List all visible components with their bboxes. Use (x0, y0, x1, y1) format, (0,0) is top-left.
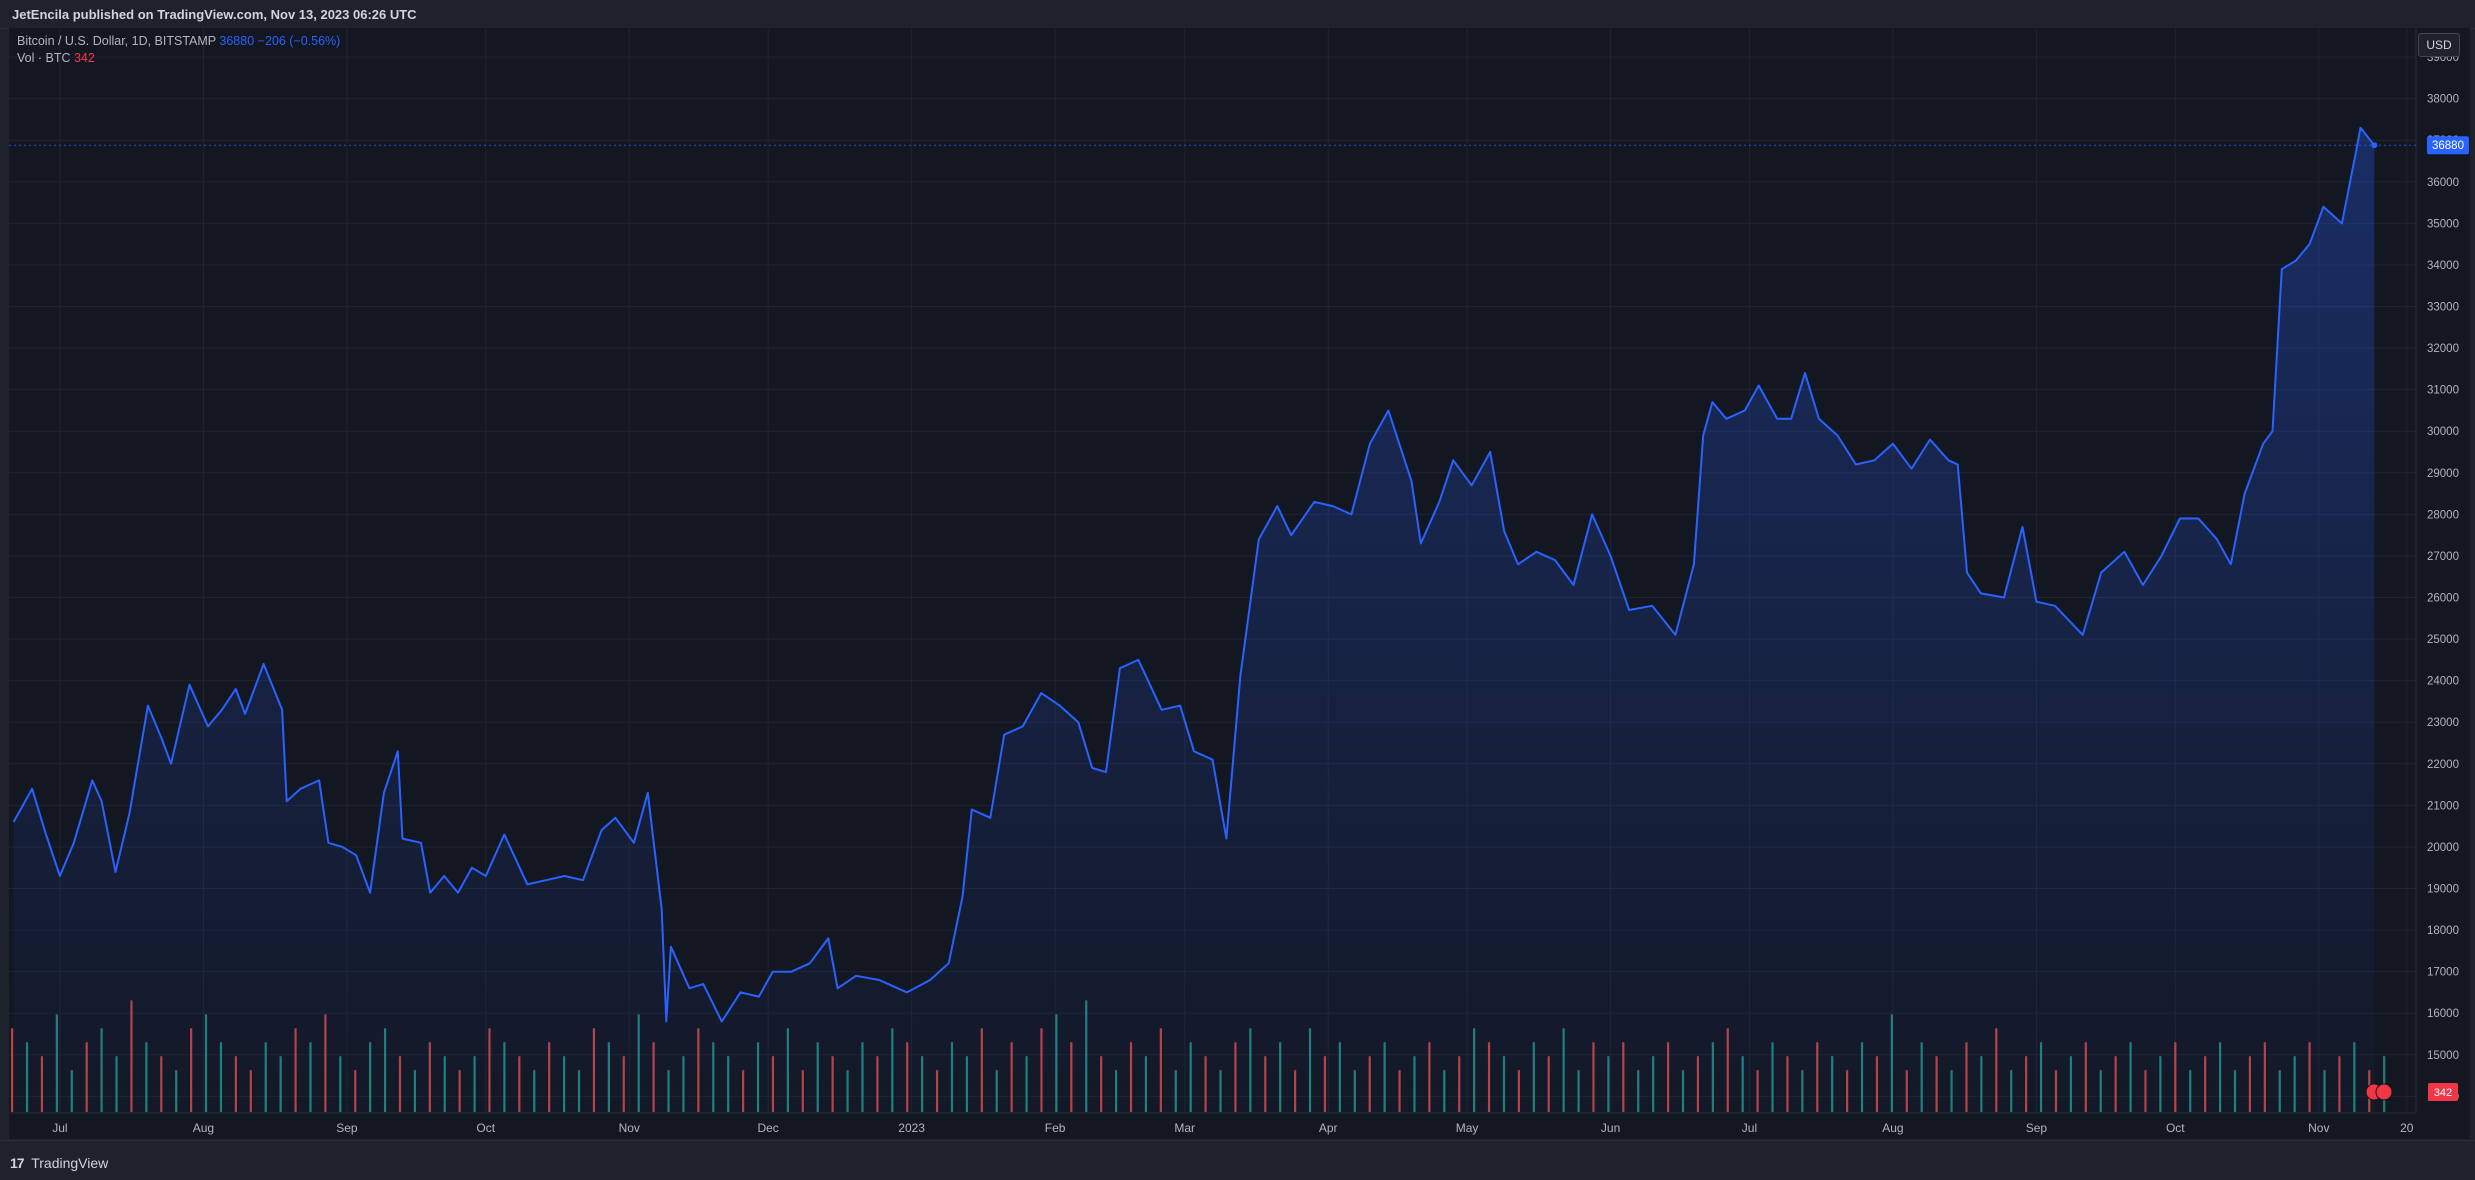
tradingview-logo[interactable]: 17 TradingView (10, 1155, 108, 1171)
price-area-fill (13, 127, 2375, 1114)
publish-header: JetEncila published on TradingView.com, … (0, 0, 2475, 29)
y-tick-label: 32000 (2427, 343, 2459, 355)
x-tick-label: 2023 (898, 1121, 925, 1135)
x-tick-label: 20 (2400, 1121, 2414, 1135)
chart-pane[interactable]: 1400015000160001700018000190002000021000… (9, 28, 2470, 1139)
tradingview-brand: TradingView (31, 1155, 109, 1171)
y-tick-label: 19000 (2427, 884, 2459, 896)
y-tick-label: 20000 (2427, 842, 2459, 854)
legend-symbol: Bitcoin / U.S. Dollar, 1D, BITSTAMP (17, 34, 216, 48)
y-tick-label: 16000 (2427, 1008, 2459, 1020)
legend-last-price: 36880 (219, 34, 255, 48)
y-tick-label: 33000 (2427, 302, 2459, 314)
x-tick-label: Jul (1742, 1121, 1757, 1135)
legend-volume-label: Vol · BTC (17, 51, 71, 65)
legend-volume-value: 342 (73, 51, 95, 65)
tradingview-logo-icon: 17 (10, 1155, 25, 1171)
y-tick-label: 15000 (2427, 1050, 2459, 1062)
x-tick-label: Nov (2308, 1121, 2329, 1135)
y-tick-label: 31000 (2427, 385, 2459, 397)
x-tick-label: Jun (1601, 1121, 1620, 1135)
y-tick-label: 24000 (2427, 676, 2459, 688)
y-tick-label: 18000 (2427, 925, 2459, 937)
y-tick-label: 25000 (2427, 634, 2459, 646)
y-tick-label: 29000 (2427, 468, 2459, 480)
y-tick-label: 34000 (2427, 260, 2459, 272)
x-tick-label: Nov (619, 1121, 640, 1135)
y-tick-label: 35000 (2427, 218, 2459, 230)
y-tick-label: 23000 (2427, 717, 2459, 729)
y-tick-label: 38000 (2427, 94, 2459, 106)
y-tick-label: 28000 (2427, 509, 2459, 521)
currency-button[interactable]: USD (2418, 33, 2460, 57)
y-tick-label: 26000 (2427, 593, 2459, 605)
footer-bar: 17 TradingView (0, 1140, 2475, 1180)
x-tick-label: Sep (2026, 1121, 2048, 1135)
volume-badge (2428, 1083, 2458, 1101)
y-tick-label: 17000 (2427, 967, 2459, 979)
x-tick-label: Oct (2166, 1121, 2185, 1135)
x-tick-label: Sep (336, 1121, 358, 1135)
event-flag-icon[interactable] (2375, 1083, 2393, 1101)
y-tick-label: 30000 (2427, 426, 2459, 438)
legend-change: −206 (−0.56%) (257, 34, 341, 48)
y-tick-label: 36000 (2427, 177, 2459, 189)
legend-volume-row: Vol · BTC 342 (17, 50, 340, 67)
x-tick-label: Oct (476, 1121, 495, 1135)
x-tick-label: Jul (52, 1121, 67, 1135)
legend-main-row: Bitcoin / U.S. Dollar, 1D, BITSTAMP 3688… (17, 33, 340, 50)
y-tick-label: 27000 (2427, 551, 2459, 563)
volume-badge-label: 342 (2434, 1087, 2452, 1099)
publish-line: JetEncila published on TradingView.com, … (12, 7, 417, 22)
x-tick-label: Mar (1174, 1121, 1195, 1135)
chart-legend: Bitcoin / U.S. Dollar, 1D, BITSTAMP 3688… (17, 33, 340, 67)
x-tick-label: May (1456, 1121, 1479, 1135)
x-tick-label: Apr (1319, 1121, 1338, 1135)
x-tick-label: Feb (1045, 1121, 1066, 1135)
last-price-badge (2427, 136, 2469, 155)
price-chart[interactable]: 1400015000160001700018000190002000021000… (9, 28, 2470, 1139)
x-tick-label: Aug (1882, 1121, 1903, 1135)
y-tick-label: 22000 (2427, 759, 2459, 771)
x-tick-label: Aug (193, 1121, 214, 1135)
last-price-marker (2371, 142, 2378, 149)
volume-bar (11, 1028, 14, 1112)
x-tick-label: Dec (757, 1121, 778, 1135)
price-line[interactable] (12, 126, 2376, 1023)
y-tick-label: 21000 (2427, 800, 2459, 812)
last-price-badge-label: 36880 (2432, 140, 2464, 152)
